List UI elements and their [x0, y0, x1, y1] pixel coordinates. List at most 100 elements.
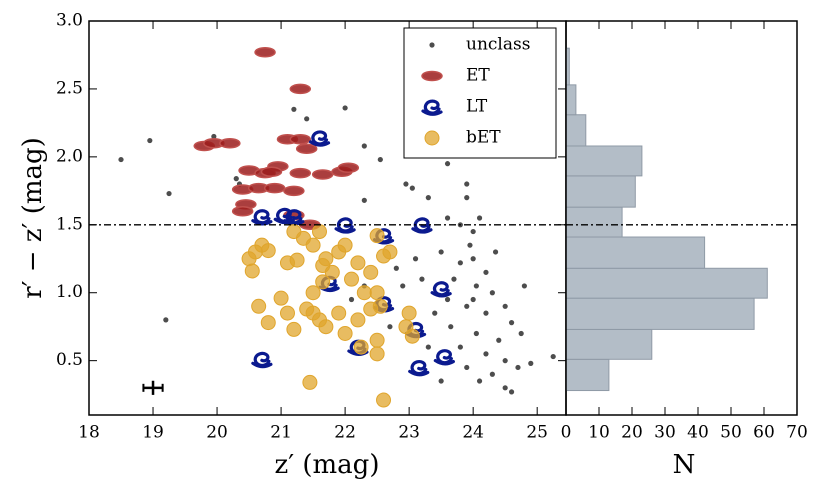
legend-marker [421, 70, 443, 82]
point [515, 364, 521, 371]
point [315, 274, 331, 290]
point [521, 283, 527, 289]
point [353, 339, 369, 355]
y-axis-label: r′ − z′ (mag) [18, 137, 48, 299]
point [283, 209, 305, 226]
point [260, 243, 276, 259]
y-tick-label: 3.0 [56, 11, 83, 31]
bar [565, 236, 706, 269]
point [348, 296, 355, 303]
bar [565, 328, 653, 360]
x-tick-label: 21 [270, 423, 292, 443]
point [425, 344, 431, 350]
point [233, 176, 239, 182]
point [401, 305, 417, 321]
point [464, 195, 470, 201]
point [286, 321, 302, 337]
point [350, 312, 366, 328]
point [260, 166, 283, 178]
point [457, 344, 463, 350]
point [251, 298, 267, 314]
point [496, 337, 502, 343]
legend-label: bET [466, 128, 501, 148]
bar [565, 358, 610, 392]
point [324, 264, 340, 280]
y-tick-label: 1.0 [56, 282, 83, 302]
legend-marker [429, 42, 435, 48]
x-tick-label: 22 [334, 423, 356, 443]
x-tick-label: 18 [78, 423, 100, 443]
y-tick-label: 2.0 [56, 146, 83, 166]
x-tick-label: 0 [561, 423, 572, 443]
point [408, 359, 430, 377]
point [331, 305, 347, 321]
bar [565, 297, 755, 330]
point [369, 346, 385, 362]
x-tick-label: 23 [398, 423, 420, 443]
point [289, 133, 312, 145]
point [260, 315, 276, 331]
bar [565, 267, 768, 299]
point [251, 209, 273, 226]
x-tick-label: 30 [654, 423, 676, 443]
point [318, 319, 334, 335]
point [356, 285, 372, 301]
point [528, 360, 534, 366]
point [311, 224, 327, 240]
legend-label: ET [466, 66, 490, 86]
point [432, 310, 438, 316]
legend-marker [421, 99, 443, 116]
point [369, 285, 385, 301]
point [318, 251, 334, 267]
point [251, 351, 273, 369]
y-tick-label: 1.5 [56, 214, 83, 234]
point [308, 130, 331, 147]
point [444, 296, 451, 303]
point [489, 290, 495, 296]
point [489, 371, 495, 377]
point [163, 317, 169, 323]
y-tick-label: 0.5 [56, 350, 83, 370]
point [403, 181, 409, 187]
bar [565, 114, 587, 147]
point [369, 332, 385, 348]
point [444, 215, 451, 221]
point [231, 205, 254, 217]
bar [565, 206, 623, 238]
point [425, 195, 431, 201]
point [508, 320, 515, 326]
point [304, 116, 310, 122]
hist-axis-label: N [673, 450, 696, 480]
point [337, 237, 353, 253]
point [470, 256, 476, 262]
point [377, 156, 383, 163]
x-tick-label: 70 [786, 423, 808, 443]
point [419, 276, 425, 282]
legend-marker [424, 130, 440, 146]
point [518, 330, 524, 337]
point [451, 276, 457, 282]
x-tick-label: 25 [526, 423, 548, 443]
point [409, 185, 415, 191]
point [118, 156, 124, 163]
point [382, 244, 398, 260]
point [404, 328, 420, 344]
x-tick-label: 60 [753, 423, 775, 443]
point [492, 249, 499, 255]
point [361, 143, 367, 149]
x-tick-label: 20 [206, 423, 228, 443]
point [376, 392, 392, 408]
point [470, 296, 476, 303]
point [283, 185, 305, 197]
point [263, 182, 286, 194]
bar [565, 145, 643, 177]
point [361, 197, 367, 203]
point [337, 325, 353, 341]
x-tick-label: 19 [142, 423, 164, 443]
point [289, 83, 312, 95]
point [508, 389, 515, 395]
point [350, 255, 366, 271]
point [247, 244, 263, 260]
point [502, 385, 508, 391]
